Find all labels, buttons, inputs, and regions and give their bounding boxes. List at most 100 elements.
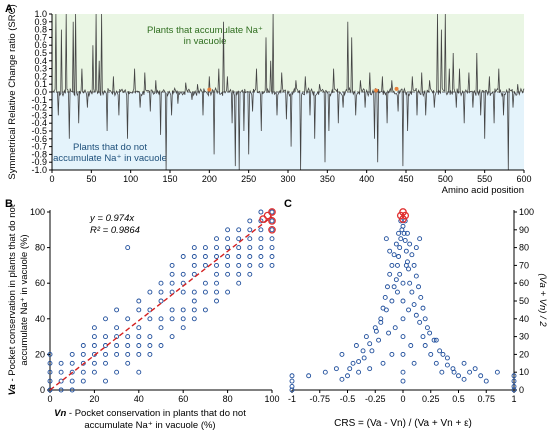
- data-point: [404, 230, 410, 236]
- data-point: [202, 307, 208, 313]
- data-point: [247, 236, 253, 242]
- data-point: [356, 369, 362, 375]
- data-point: [91, 343, 97, 348]
- panel-b-x-tick-label: 100: [264, 394, 279, 404]
- data-point: [47, 387, 53, 393]
- data-point: [396, 230, 402, 236]
- data-point: [339, 376, 345, 382]
- data-point: [247, 218, 253, 224]
- data-point: [158, 325, 164, 331]
- data-point: [125, 316, 131, 322]
- highlighted-position: [207, 87, 212, 92]
- data-point: [361, 355, 367, 361]
- data-point: [136, 351, 142, 357]
- panel-a-y-tick-label: -0.3: [31, 110, 47, 120]
- data-point: [407, 241, 413, 247]
- data-point: [125, 334, 131, 340]
- data-point: [444, 362, 450, 368]
- data-point: [409, 252, 415, 258]
- data-point: [80, 343, 86, 348]
- highlighted-point: [268, 225, 276, 234]
- panel-b-x-tick-label: 80: [223, 394, 233, 404]
- panel-b-x-axis-label: Vn - Pocket conservation in plants that …: [54, 408, 246, 419]
- data-point: [180, 325, 186, 331]
- data-point: [202, 254, 208, 259]
- panel-a-x-tick-label: 0: [49, 174, 54, 184]
- highlighted-position: [374, 88, 379, 93]
- data-point: [147, 334, 153, 340]
- data-point: [350, 360, 356, 366]
- data-point: [389, 262, 395, 268]
- data-point: [306, 373, 312, 379]
- regression-line: [49, 216, 273, 391]
- panel-a-x-tick-label: 550: [477, 174, 492, 184]
- panel-b-y-tick-label: 40: [35, 314, 45, 324]
- data-point: [225, 289, 231, 295]
- data-point: [402, 238, 408, 243]
- data-point: [433, 360, 439, 366]
- data-point: [422, 343, 428, 348]
- data-point: [433, 337, 439, 343]
- data-point: [400, 223, 406, 229]
- data-point: [387, 271, 393, 277]
- data-point: [136, 343, 142, 348]
- data-point: [380, 360, 386, 366]
- data-point: [58, 378, 64, 384]
- data-point: [258, 262, 264, 268]
- data-point: [114, 351, 120, 357]
- data-point: [125, 360, 131, 366]
- panel-a-x-tick-label: 350: [320, 174, 335, 184]
- data-point: [461, 360, 467, 366]
- data-point: [191, 307, 197, 313]
- data-point: [47, 378, 53, 384]
- lower-region-background: [52, 92, 524, 170]
- data-point: [511, 383, 517, 389]
- data-point: [136, 369, 142, 375]
- data-point: [451, 369, 457, 375]
- data-point: [413, 312, 419, 318]
- data-point: [69, 387, 75, 393]
- panel-a-x-tick-label: 100: [123, 174, 138, 184]
- data-point: [387, 248, 393, 254]
- panel-a-y-tick-label: -1.0: [31, 165, 47, 175]
- data-point: [114, 369, 120, 375]
- data-point: [191, 316, 197, 322]
- data-point: [333, 366, 339, 372]
- data-point: [417, 319, 423, 325]
- data-point: [269, 254, 275, 259]
- data-point: [236, 280, 242, 286]
- panel-a-y-tick-label: -0.8: [31, 149, 47, 159]
- data-point: [289, 378, 295, 384]
- panel-b-x-tick-label: 60: [178, 394, 188, 404]
- panel-a-y-tick-label: -0.6: [31, 134, 47, 144]
- data-point: [180, 289, 186, 295]
- data-point: [378, 319, 384, 325]
- data-point: [467, 369, 473, 375]
- panel-a-y-tick-label: -0.9: [31, 157, 47, 167]
- data-point: [202, 280, 208, 286]
- data-point: [236, 245, 242, 251]
- data-point: [345, 373, 350, 379]
- panel-a-x-tick-label: 300: [280, 174, 295, 184]
- data-point: [428, 351, 434, 357]
- data-point: [400, 316, 406, 322]
- data-point: [417, 236, 423, 242]
- panel-c-x-tick-label: 0.5: [452, 394, 465, 404]
- data-point: [269, 209, 275, 215]
- data-point: [269, 218, 275, 224]
- data-point: [169, 316, 175, 322]
- panel-b: B 0 20 40 60 80 100 0 20 40 60 80 100 y = 0.974x R²…: [5, 198, 280, 431]
- data-point: [225, 245, 231, 251]
- data-point: [236, 271, 242, 277]
- highlighted-point: [259, 215, 267, 223]
- data-point: [391, 284, 397, 290]
- panel-c-y-tick-label: 90: [519, 225, 529, 235]
- data-point: [125, 245, 131, 251]
- data-point: [180, 254, 186, 259]
- data-point: [403, 262, 409, 268]
- data-point: [363, 334, 369, 340]
- data-point: [69, 369, 75, 375]
- data-point: [91, 369, 97, 375]
- data-point: [236, 236, 242, 242]
- data-point: [169, 271, 175, 277]
